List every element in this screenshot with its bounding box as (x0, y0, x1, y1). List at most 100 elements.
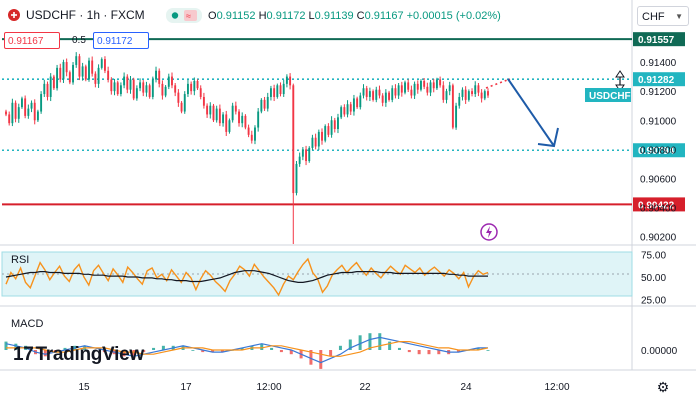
candle (420, 79, 422, 92)
macd-histogram-bar (211, 350, 215, 353)
candle (238, 109, 240, 127)
candle (100, 57, 103, 70)
wave-icon (184, 10, 197, 21)
svg-text:USDCHF: USDCHF (589, 91, 631, 102)
candle (123, 72, 126, 89)
flash-event-icon[interactable] (480, 223, 498, 241)
candle (46, 81, 49, 101)
candle (139, 78, 142, 92)
candle (81, 62, 84, 81)
candle (206, 103, 209, 118)
candle (416, 80, 419, 94)
candle (228, 118, 231, 134)
candle (52, 74, 55, 90)
candle (257, 108, 260, 132)
macd-histogram-bar (338, 345, 342, 350)
candle (324, 124, 327, 143)
symbol-title: USDCHF · 1h · FXCM (26, 8, 145, 22)
symbol-header[interactable]: USDCHF · 1h · FXCM (8, 8, 145, 22)
candle (327, 123, 330, 138)
svg-text:≈: ≈ (186, 11, 191, 21)
candle (209, 102, 212, 119)
candle (91, 56, 94, 77)
level-tag-bg-0 (633, 32, 685, 47)
candle (161, 80, 164, 100)
macd-histogram-bar (201, 350, 205, 353)
macd-histogram-bar (456, 350, 460, 353)
buy-price-button[interactable]: 0.91172 (93, 32, 149, 49)
currency-select[interactable]: CHF ▼ (637, 6, 689, 26)
candle (68, 70, 71, 85)
candle (88, 57, 90, 82)
rsi-title: RSI (11, 254, 29, 266)
market-open-dot-icon (171, 12, 179, 19)
candle (445, 88, 448, 104)
candle (273, 84, 276, 102)
candle (14, 100, 17, 123)
candle (225, 110, 228, 136)
price-axis-tick: 0.90800 (640, 145, 677, 156)
macd-histogram-bar (270, 347, 274, 350)
candle (378, 85, 381, 99)
price-axis-tick: 0.91200 (640, 87, 677, 98)
macd-histogram-bar (289, 350, 293, 355)
candle (337, 113, 339, 134)
macd-line (5, 336, 488, 364)
market-status-badge[interactable]: ≈ (166, 8, 202, 23)
time-axis-tick: 12:00 (256, 382, 281, 393)
resize-cursor-icon (615, 70, 625, 92)
macd-histogram-bar (407, 350, 411, 353)
candle (448, 81, 451, 96)
candle (362, 84, 365, 99)
macd-histogram-bar (220, 350, 224, 353)
candle (244, 114, 247, 130)
projection-dotted-line (485, 78, 511, 89)
candle (5, 109, 7, 117)
gear-icon[interactable]: ⚙ (656, 379, 670, 395)
macd-histogram-bar (93, 350, 97, 351)
candle (177, 89, 180, 107)
candle (43, 79, 46, 97)
candle (423, 78, 426, 90)
candle (180, 101, 183, 114)
candle (461, 87, 464, 101)
candle (289, 73, 292, 90)
candle (388, 90, 391, 102)
macd-histogram-bar (397, 347, 401, 350)
candle (426, 82, 429, 96)
spread-value: 0.5 (72, 35, 86, 46)
candle (397, 82, 400, 100)
sell-price-button[interactable]: 0.91167 (4, 32, 60, 49)
candle (404, 80, 406, 95)
candle (155, 66, 157, 83)
price-axis-tick: 0.90600 (640, 174, 677, 185)
candle (276, 83, 279, 99)
macd-histogram-bar (161, 345, 165, 350)
candle (27, 104, 30, 119)
candle (368, 87, 371, 102)
level-tag-bg-1 (633, 72, 685, 87)
ohlc-values: O0.91152 H0.91172 L0.91139 C0.91167 +0.0… (208, 10, 501, 22)
candle (308, 146, 311, 163)
macd-histogram-bar (437, 350, 441, 355)
candle (103, 56, 106, 74)
candle (266, 92, 269, 112)
macd-histogram-bar (152, 347, 156, 350)
rsi-ma-line (5, 270, 488, 283)
candle (400, 81, 403, 97)
candle (202, 92, 205, 109)
candle (292, 83, 295, 244)
candle (65, 58, 68, 77)
candle (321, 128, 323, 145)
candle (135, 85, 138, 101)
candle (269, 85, 272, 101)
candle (435, 77, 438, 90)
candle (49, 73, 52, 102)
candle (429, 80, 432, 97)
candle (215, 105, 218, 123)
candle (372, 89, 375, 102)
rsi-line (5, 257, 489, 297)
candle (241, 112, 244, 128)
candle (186, 79, 189, 97)
